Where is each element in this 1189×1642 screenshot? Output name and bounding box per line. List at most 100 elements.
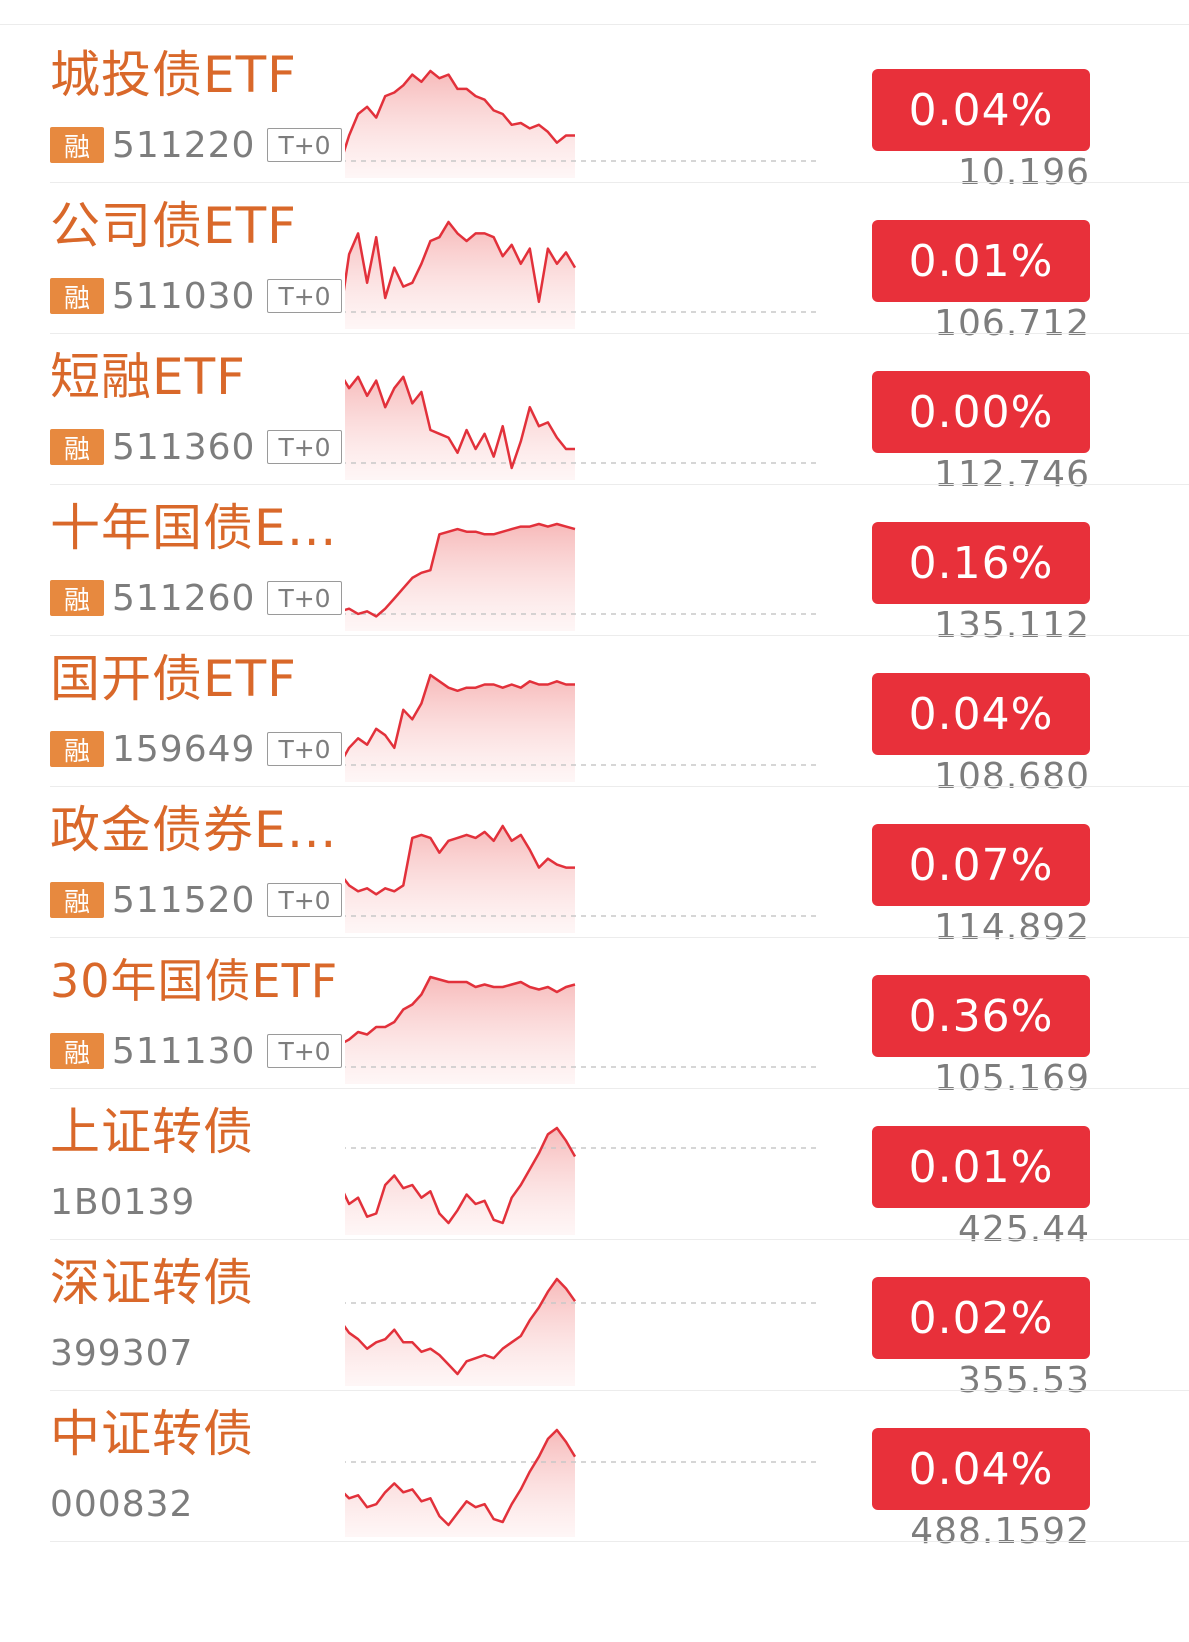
row-divider (50, 333, 1189, 334)
change-percent-badge[interactable]: 0.00% (872, 371, 1090, 453)
fund-code: 511520 (112, 879, 256, 921)
etf-row[interactable]: 公司债ETF 融 511030 T+0 0.01% 106.712 (0, 176, 1189, 344)
sparkline-chart (345, 1277, 820, 1386)
sparkline-chart (345, 1126, 820, 1235)
fund-meta: 融 159649 T+0 (50, 728, 342, 770)
etf-row[interactable]: 深证转债 399307 0.02% 355.53 (0, 1233, 1189, 1401)
sparkline-line (345, 69, 575, 153)
latest-price: 105.169 (934, 1058, 1090, 1099)
fund-name: 公司债ETF (50, 197, 297, 255)
sparkline-chart (345, 522, 820, 631)
latest-price: 488.1592 (910, 1511, 1090, 1552)
sparkline-chart (345, 975, 820, 1084)
sparkline-line (345, 673, 575, 758)
margin-badge: 融 (50, 278, 104, 314)
fund-code: 511130 (112, 1030, 256, 1072)
fund-code: 399307 (50, 1332, 194, 1374)
sparkline-area (345, 826, 575, 933)
fund-meta: 融 511260 T+0 (50, 578, 342, 619)
margin-badge: 融 (50, 580, 104, 616)
change-percent-badge[interactable]: 0.04% (872, 673, 1090, 755)
sparkline-line (345, 824, 575, 896)
fund-meta: 融 511130 T+0 (50, 1030, 342, 1072)
change-percent-badge[interactable]: 0.07% (872, 824, 1090, 906)
fund-name: 城投债ETF (50, 46, 297, 104)
fund-code: 159649 (112, 728, 256, 770)
fund-name: 上证转债 (50, 1103, 254, 1161)
sparkline-area (345, 524, 575, 631)
row-divider (50, 182, 1189, 183)
change-percent-badge[interactable]: 0.04% (872, 1428, 1090, 1510)
latest-price: 425.44 (958, 1209, 1090, 1250)
sparkline-area (345, 222, 575, 329)
fund-name: 中证转债 (50, 1405, 254, 1463)
fund-code: 000832 (50, 1483, 194, 1525)
fund-name: 短融ETF (50, 348, 246, 406)
sparkline-line (345, 1126, 577, 1225)
change-percent-badge[interactable]: 0.04% (872, 69, 1090, 151)
trading-tag: T+0 (267, 883, 342, 917)
row-divider (50, 484, 1189, 485)
trading-tag: T+0 (267, 732, 342, 766)
sparkline-line (345, 975, 576, 1044)
fund-code: 511220 (112, 124, 256, 166)
fund-name: 深证转债 (50, 1254, 254, 1312)
fund-meta: 融 511220 T+0 (50, 124, 342, 166)
sparkline-line (345, 1277, 577, 1376)
latest-price: 355.53 (958, 1360, 1090, 1401)
row-divider (50, 1239, 1189, 1240)
margin-badge: 融 (50, 1033, 104, 1069)
sparkline-chart (345, 1428, 820, 1537)
row-divider (50, 786, 1189, 787)
etf-row[interactable]: 中证转债 000832 0.04% 488.1592 (0, 1384, 1189, 1552)
etf-row[interactable]: 十年国债ETF 融 511260 T+0 0.16% 135.112 (0, 478, 1189, 646)
latest-price: 112.746 (934, 454, 1090, 495)
trading-tag: T+0 (267, 128, 342, 162)
etf-row[interactable]: 上证转债 1B0139 0.01% 425.44 (0, 1082, 1189, 1250)
change-percent-badge[interactable]: 0.01% (872, 220, 1090, 302)
fund-meta: 融 511030 T+0 (50, 275, 342, 317)
trading-tag: T+0 (267, 581, 342, 615)
change-percent-badge[interactable]: 0.16% (872, 522, 1090, 604)
etf-row[interactable]: 国开债ETF 融 159649 T+0 0.04% 108.680 (0, 629, 1189, 797)
latest-price: 108.680 (934, 756, 1090, 797)
sparkline-area (345, 1430, 575, 1537)
sparkline-area (345, 977, 575, 1084)
sparkline-chart (345, 220, 820, 329)
trading-tag: T+0 (267, 430, 342, 464)
fund-code: 511030 (112, 275, 256, 317)
sparkline-line (345, 220, 577, 304)
latest-price: 114.892 (934, 907, 1090, 948)
fund-meta: 融 511360 T+0 (50, 426, 342, 468)
fund-meta: 000832 (50, 1483, 194, 1525)
sparkline-area (345, 1128, 575, 1235)
sparkline-line (345, 375, 575, 470)
fund-meta: 399307 (50, 1332, 194, 1374)
latest-price: 135.112 (934, 605, 1090, 646)
sparkline-area (345, 675, 575, 782)
sparkline-area (345, 1279, 575, 1386)
sparkline-line (345, 1428, 577, 1527)
trading-tag: T+0 (267, 1034, 342, 1068)
margin-badge: 融 (50, 731, 104, 767)
etf-row[interactable]: 30年国债ETF 融 511130 T+0 0.36% 105.169 (0, 931, 1189, 1099)
margin-badge: 融 (50, 127, 104, 163)
etf-row[interactable]: 城投债ETF 融 511220 T+0 0.04% 10.196 (0, 25, 1189, 193)
change-percent-badge[interactable]: 0.01% (872, 1126, 1090, 1208)
latest-price: 10.196 (958, 152, 1090, 193)
sparkline-chart (345, 375, 820, 480)
trading-tag: T+0 (267, 279, 342, 313)
etf-row[interactable]: 短融ETF 融 511360 T+0 0.00% 112.746 (0, 327, 1189, 495)
top-divider (0, 24, 1189, 25)
row-divider (50, 635, 1189, 636)
sparkline-chart (345, 69, 820, 178)
etf-row[interactable]: 政金债券ETF 融 511520 T+0 0.07% 114.892 (0, 780, 1189, 948)
fund-name: 政金债券ETF (50, 801, 340, 859)
fund-code: 511360 (112, 426, 256, 468)
fund-name: 国开债ETF (50, 650, 297, 708)
fund-name: 十年国债ETF (50, 499, 340, 557)
margin-badge: 融 (50, 429, 104, 465)
change-percent-badge[interactable]: 0.02% (872, 1277, 1090, 1359)
change-percent-badge[interactable]: 0.36% (872, 975, 1090, 1057)
margin-badge: 融 (50, 882, 104, 918)
